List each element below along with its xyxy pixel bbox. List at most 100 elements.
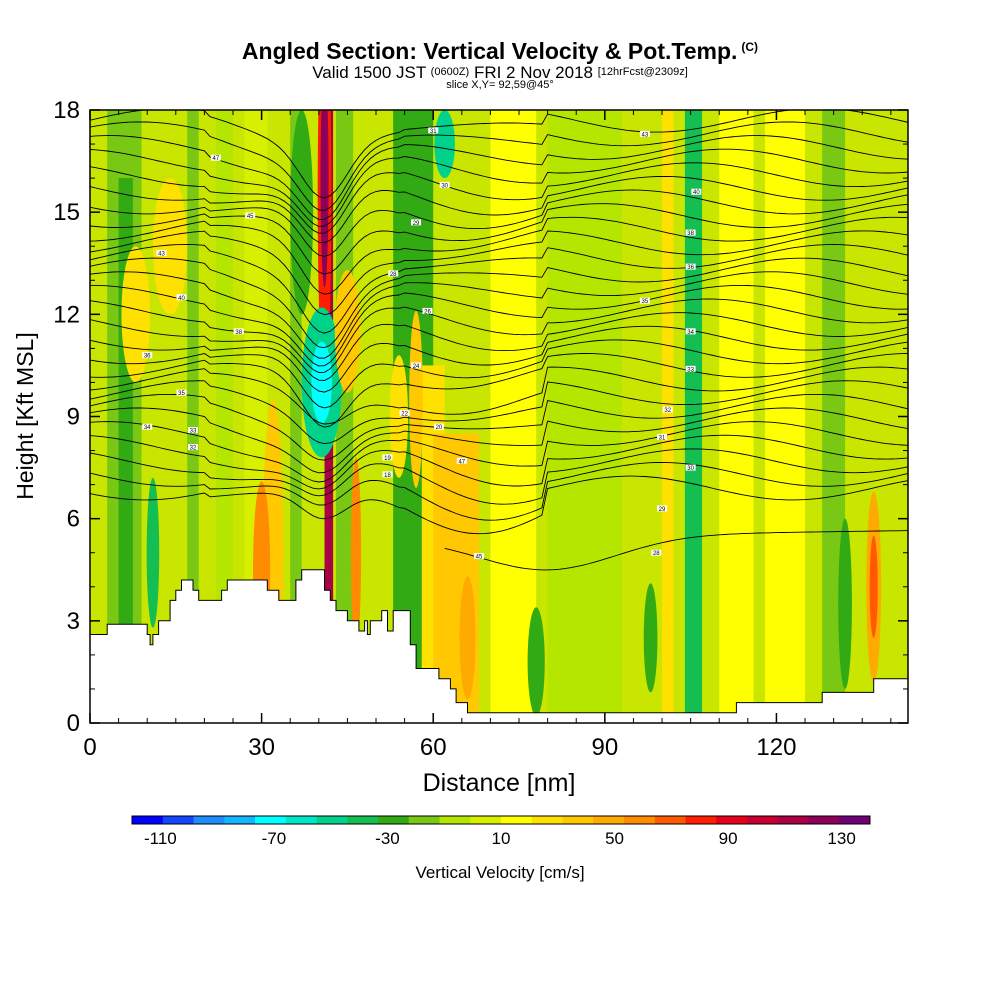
colorbar-tick-label: -30	[375, 829, 400, 848]
isentrope-label: 43	[642, 132, 649, 138]
isentrope-label: 26	[424, 309, 431, 315]
isentrope	[90, 244, 908, 334]
isentrope-label: 43	[158, 252, 165, 258]
y-tick-label: 0	[67, 710, 80, 737]
isentrope-label-bg	[685, 263, 696, 270]
isentrope-label-bg	[657, 505, 668, 512]
colorbar-tick-label: 130	[827, 829, 855, 848]
isentrope	[90, 162, 908, 234]
isentrope-label-bg	[233, 328, 244, 335]
slice-info: slice X,Y= 92,59@45°	[446, 79, 554, 91]
colorbar-tick-label: 10	[492, 829, 511, 848]
field-cell	[527, 607, 545, 717]
colorbar-swatch	[747, 816, 779, 824]
field-band	[490, 110, 537, 723]
isentrope-label-bg	[662, 406, 673, 413]
field-cell	[869, 535, 878, 638]
isentrope-label-bg	[388, 270, 399, 277]
isentrope	[90, 475, 908, 535]
isentrope-label: 40	[693, 190, 700, 196]
isentrope-label: 19	[384, 456, 391, 462]
colorbar-swatch	[285, 816, 317, 824]
chart-subtitle: Valid 1500 JST (0600Z) FRI 2 Nov 2018 [1…	[0, 64, 1000, 81]
field-cell	[459, 576, 476, 700]
colorbar-swatch	[654, 816, 686, 824]
isentrope-label-bg	[399, 410, 410, 417]
chart-title: Angled Section: Vertical Velocity & Pot.…	[0, 34, 1000, 64]
isentrope	[90, 325, 908, 393]
isentrope-label: 36	[687, 265, 694, 271]
isentrope-label: 33	[190, 429, 197, 435]
forecast-tag: [12hrFcst@2309z]	[597, 66, 688, 78]
isentrope-label: 33	[687, 367, 694, 373]
field-band	[547, 110, 622, 723]
field-band	[719, 110, 754, 723]
x-tick-label: 0	[83, 734, 96, 761]
isentrope-label-bg	[651, 549, 662, 556]
isentrope	[90, 216, 908, 295]
colorbar-swatch	[439, 816, 471, 824]
isentrope-label-bg	[456, 457, 467, 464]
isentrope-label: 34	[144, 425, 151, 431]
isentrope	[90, 366, 908, 425]
isentrope-lines	[90, 110, 908, 571]
y-tick-label: 6	[67, 506, 80, 533]
terrain	[90, 569, 908, 723]
isentrope-label: 38	[235, 330, 242, 336]
isentrope-label: 32	[190, 446, 197, 452]
colorbar-swatch	[716, 816, 748, 824]
isentrope-label-bg	[433, 423, 444, 430]
isentrope	[90, 230, 908, 316]
field-band	[662, 110, 674, 723]
y-axis-label: Height [Kft MSL]	[12, 332, 38, 499]
isentrope	[90, 110, 908, 199]
isentrope-label-bg	[657, 433, 668, 440]
colorbar-swatch	[593, 816, 625, 824]
colorbar-swatch	[562, 816, 594, 824]
chart-title-block: Angled Section: Vertical Velocity & Pot.…	[0, 34, 1000, 91]
isentrope-label-bg	[428, 127, 439, 134]
y-tick-label: 15	[53, 199, 80, 226]
colorbar-swatch	[193, 816, 225, 824]
x-axis-label: Distance [nm]	[423, 769, 576, 797]
isentrope-label: 31	[430, 129, 437, 135]
field-cell	[643, 583, 658, 693]
colorbar-swatch	[777, 816, 809, 824]
field-cell	[409, 310, 423, 489]
x-tick-label: 30	[248, 734, 275, 761]
field-cell	[311, 341, 332, 424]
isentrope	[90, 462, 908, 521]
isentrope-label-bg	[422, 307, 433, 314]
colorbar-swatch	[501, 816, 533, 824]
isentrope-label-bg	[685, 464, 696, 471]
colorbar-swatch	[224, 816, 256, 824]
isentrope-label: 45	[476, 555, 483, 561]
isentrope-label: 30	[687, 466, 694, 472]
colorbar-tick-label: 90	[719, 829, 738, 848]
isentrope-label-bg	[691, 188, 702, 195]
colorbar-tick-label: -70	[262, 829, 287, 848]
field-band	[290, 110, 302, 723]
colorbar: -110 -70 -30 10 50 90 130	[131, 815, 871, 848]
isentrope	[90, 148, 908, 227]
field-band	[684, 110, 703, 723]
isentrope-label: 28	[390, 272, 397, 278]
velocity-field	[107, 110, 882, 723]
y-tick-label: 3	[67, 608, 80, 635]
isentrope-label: 45	[247, 214, 254, 220]
field-cell	[320, 110, 329, 288]
isentrope-label: 34	[687, 330, 694, 336]
isentrope-label-bg	[176, 294, 187, 301]
isentrope-label: 24	[413, 364, 420, 370]
field-cell	[334, 270, 360, 393]
isentrope	[90, 353, 908, 428]
isentrope	[90, 407, 908, 474]
field-band	[187, 110, 199, 723]
isentrope-label-bg	[382, 471, 393, 478]
isentrope-label: 29	[413, 221, 420, 227]
isentrope-label-bg	[142, 423, 153, 430]
isentrope-label-bg	[245, 212, 256, 219]
title-units-tag: (C)	[741, 40, 759, 54]
